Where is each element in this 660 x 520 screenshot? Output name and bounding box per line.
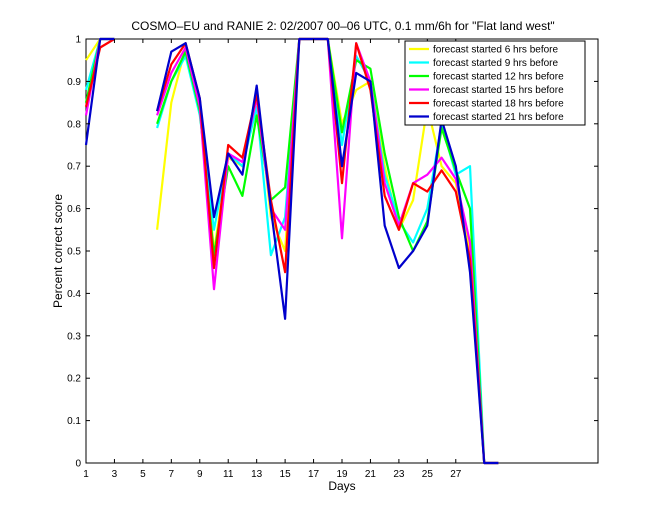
x-tick-label: 7	[169, 469, 175, 480]
y-axis-label: Percent correct score	[51, 194, 65, 308]
y-tick-label: 0	[75, 459, 81, 470]
series-line-5-segment-1	[84, 38, 115, 108]
x-tick-label: 3	[112, 469, 118, 480]
y-tick-label: 0.2	[67, 374, 81, 385]
legend-box	[404, 40, 586, 126]
legend-entry-3: forecast started 12 hrs before	[433, 72, 564, 83]
y-tick-label: 0.6	[67, 204, 81, 215]
x-tick-label: 25	[422, 469, 434, 480]
series-line-6-segment-1	[84, 37, 115, 146]
y-tick-label: 0.5	[67, 247, 81, 258]
x-axis-label: Days	[328, 479, 355, 493]
legend-entry-2: forecast started 9 hrs before	[433, 58, 559, 69]
x-axis: 1 3 5 7 9 11 13 15 17 19 21 23 25 27	[83, 39, 462, 480]
x-tick-label: 11	[223, 469, 234, 480]
legend-entry-4: forecast started 15 hrs before	[433, 85, 564, 96]
y-tick-label: 0.8	[67, 119, 81, 130]
y-tick-label: 0.3	[67, 331, 81, 342]
x-tick-label: 5	[140, 469, 146, 480]
x-tick-label: 15	[280, 469, 292, 480]
y-tick-label: 0.4	[67, 289, 81, 300]
chart-title: COSMO–EU and RANIE 2: 02/2007 00–06 UTC,…	[131, 19, 554, 33]
x-tick-label: 1	[83, 469, 89, 480]
x-tick-label: 9	[197, 469, 203, 480]
x-tick-label: 19	[336, 469, 348, 480]
x-tick-label: 21	[365, 469, 377, 480]
legend: forecast started 6 hrs before forecast st…	[404, 40, 586, 126]
y-axis: 0 0.1 0.2 0.3 0.4 0.5 0.6 0.7 0.8 0.9 1	[67, 35, 598, 470]
y-tick-label: 0.7	[67, 162, 81, 173]
x-tick-label: 17	[308, 469, 320, 480]
y-tick-label: 0.9	[67, 77, 81, 88]
legend-entry-5: forecast started 18 hrs before	[433, 99, 564, 110]
x-tick-label: 13	[251, 469, 263, 480]
y-tick-label: 1	[75, 35, 81, 46]
series-layer	[84, 37, 499, 465]
y-tick-label: 0.1	[67, 416, 81, 427]
x-tick-label: 23	[393, 469, 405, 480]
x-tick-label: 27	[450, 469, 462, 480]
legend-entry-6: forecast started 21 hrs before	[433, 112, 564, 123]
legend-entry-1: forecast started 6 hrs before	[433, 45, 559, 56]
